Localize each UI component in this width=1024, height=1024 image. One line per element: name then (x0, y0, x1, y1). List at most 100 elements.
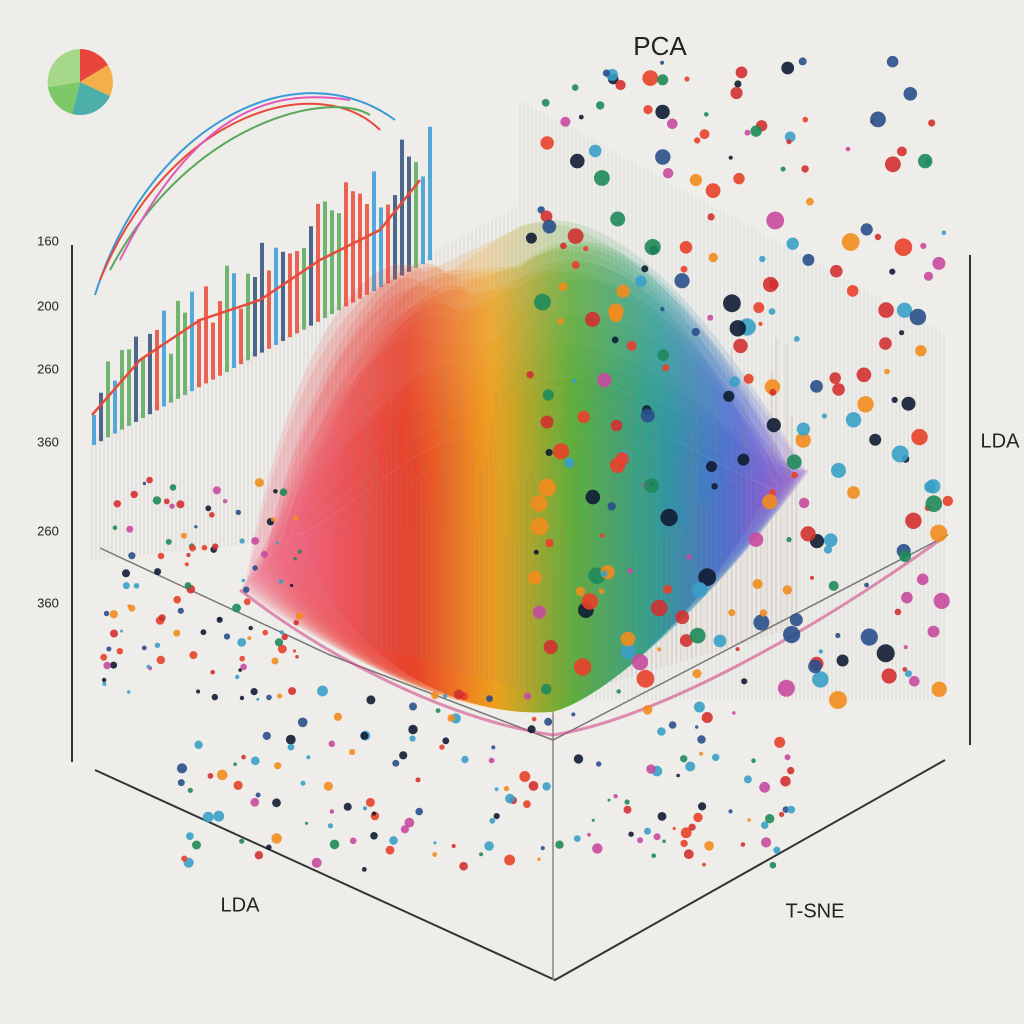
dot (942, 495, 953, 507)
dot (747, 818, 751, 822)
dot (328, 740, 336, 748)
dot (857, 396, 874, 413)
dot (442, 737, 450, 745)
dot (808, 659, 822, 674)
dot (122, 569, 130, 578)
dot (800, 526, 816, 542)
dot (583, 246, 589, 252)
ribbon-fin (430, 507, 433, 664)
ribbon-fin (420, 409, 423, 661)
ribbon-fin (730, 347, 733, 647)
dot (894, 238, 913, 256)
dot (704, 112, 709, 117)
dot (130, 490, 138, 499)
dot (821, 413, 828, 419)
dot (672, 826, 676, 831)
dot (798, 57, 807, 66)
ribbon-fin (490, 422, 493, 682)
dot (787, 766, 795, 775)
ribbon-fin (565, 478, 568, 697)
bar-deco (407, 156, 411, 272)
dot (610, 211, 626, 227)
dot (735, 647, 740, 652)
dot (635, 275, 647, 288)
ribbon-fin (780, 484, 783, 632)
dot (782, 585, 792, 595)
dot (447, 714, 455, 722)
dot (271, 657, 279, 665)
dot (300, 780, 306, 786)
dot (662, 168, 674, 179)
dot (623, 805, 632, 814)
dot (616, 284, 630, 298)
dot (607, 798, 611, 802)
dot (279, 630, 284, 635)
ribbon-fin (680, 526, 683, 662)
dot (238, 668, 242, 672)
ribbon-fin (360, 477, 363, 643)
dot (655, 104, 670, 120)
dot (202, 811, 214, 823)
dot (732, 711, 736, 715)
dot (758, 321, 763, 326)
dot (905, 512, 922, 529)
dot (323, 781, 333, 791)
dot (845, 146, 851, 152)
dot (409, 702, 417, 711)
dot (663, 584, 672, 594)
dot (786, 237, 799, 250)
dot (884, 368, 890, 375)
dot (404, 817, 415, 828)
dot (285, 734, 296, 745)
ribbon-fin (775, 338, 778, 634)
dot (730, 86, 743, 100)
dot (657, 727, 666, 736)
dot (209, 512, 215, 518)
dot (503, 785, 510, 792)
dot (254, 851, 264, 860)
dot (233, 780, 243, 791)
dot (169, 484, 177, 491)
dot (643, 105, 653, 115)
dot (723, 294, 741, 313)
dot (897, 146, 907, 157)
dot (304, 821, 309, 825)
dot (439, 744, 445, 750)
dot (680, 265, 688, 273)
dot (698, 568, 717, 587)
dot (519, 771, 531, 782)
dot (796, 422, 811, 436)
dot (260, 550, 268, 558)
ribbon-fin (510, 486, 513, 688)
dot (133, 583, 140, 589)
dot (597, 372, 612, 388)
dot (293, 557, 297, 561)
bar-deco (274, 247, 278, 345)
dot (571, 261, 580, 269)
dot (651, 853, 656, 858)
dot (909, 308, 927, 326)
dot (540, 136, 554, 150)
dot (620, 631, 636, 647)
bar-deco (323, 201, 327, 318)
dot (621, 644, 636, 659)
dot (102, 681, 107, 687)
dot (542, 219, 557, 234)
dot (100, 653, 108, 661)
dot (780, 166, 786, 172)
dot (784, 754, 791, 761)
dot (540, 210, 553, 223)
bar-deco (393, 195, 397, 280)
dot (698, 802, 707, 811)
dot (541, 98, 550, 107)
dot (122, 582, 130, 590)
tick-label: 160 (37, 233, 59, 248)
dot (540, 415, 554, 429)
dot (879, 337, 892, 350)
ribbon-fin (645, 444, 648, 673)
ribbon-fin (665, 521, 668, 667)
dot (362, 806, 368, 811)
dot (876, 644, 895, 663)
dot (128, 604, 136, 612)
dot (636, 669, 655, 688)
